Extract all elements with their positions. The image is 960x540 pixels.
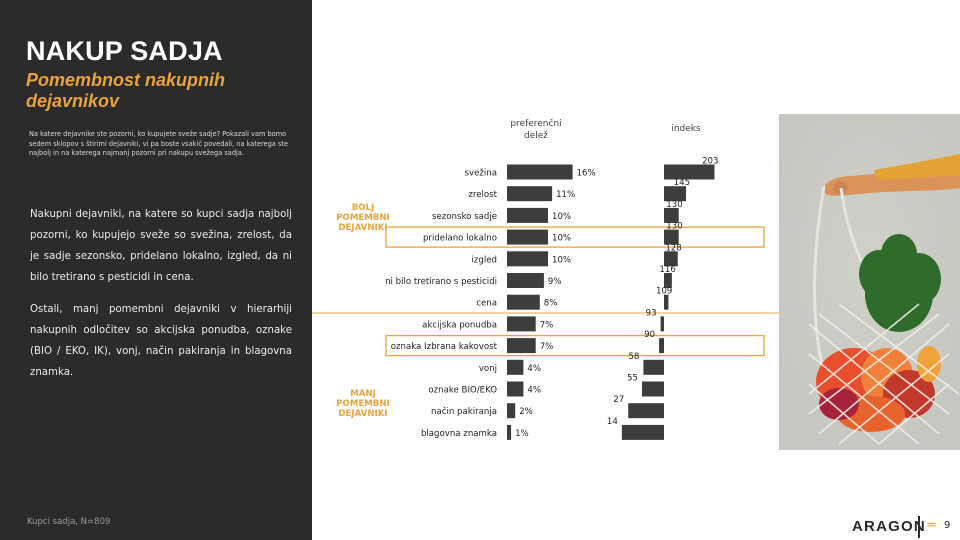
group-label-top-line1: BOLJ — [352, 203, 375, 213]
category-label-5: ni bilo tretirano s pesticidi — [385, 277, 497, 287]
highlight-box-3 — [385, 226, 765, 248]
share-bar-6 — [507, 294, 540, 310]
survey-question: Na katere dejavnike ste pozorni, ko kupu… — [29, 130, 289, 158]
share-value-5: 9% — [548, 277, 562, 287]
index-value-7: 93 — [646, 308, 657, 318]
summary-important: Nakupni dejavniki, na katere so kupci sa… — [30, 209, 292, 283]
factors-chart: preferenčnideležindeksBOLJPOMEMBNIDEJAVN… — [312, 118, 782, 440]
index-value-2: 130 — [666, 200, 682, 210]
index-bar-4 — [664, 251, 678, 267]
category-label-9: vonj — [479, 364, 497, 374]
header-index: indeks — [671, 124, 701, 134]
page-title: NAKUP SADJA — [26, 36, 223, 66]
left-panel: NAKUP SADJA Pomembnost nakupnih dejavnik… — [0, 0, 312, 540]
page-number: 9 — [944, 520, 951, 531]
category-label-8: oznaka Izbrana kakovost — [391, 342, 498, 352]
index-bar-2 — [664, 207, 679, 223]
category-label-2: sezonsko sadje — [432, 212, 497, 222]
header-share: preferenčni — [510, 118, 561, 129]
share-value-12: 1% — [515, 429, 529, 439]
share-value-4: 10% — [552, 255, 571, 265]
highlight-box-8 — [385, 334, 765, 357]
category-label-12: blagovna znamka — [421, 429, 497, 439]
share-value-1: 11% — [556, 190, 575, 200]
group-label-bottom-line1: MANJ — [350, 389, 376, 399]
summary-less-important: Ostali, manj pomembni dejavniki v hierar… — [30, 304, 292, 378]
share-value-8: 7% — [540, 342, 554, 352]
share-value-10: 4% — [527, 386, 541, 396]
category-label-7: akcijska ponudba — [422, 320, 497, 330]
category-label-0: svežina — [465, 169, 497, 179]
index-bar-1 — [664, 186, 687, 202]
header-share-line2: delež — [524, 131, 548, 141]
index-bar-5 — [664, 273, 672, 288]
index-value-1: 145 — [674, 178, 690, 188]
share-value-2: 10% — [552, 212, 571, 222]
share-bar-7 — [507, 316, 536, 332]
share-value-0: 16% — [577, 169, 596, 179]
share-bar-9 — [507, 359, 524, 375]
share-value-3: 10% — [552, 234, 571, 244]
share-bar-3 — [507, 229, 548, 245]
share-bar-5 — [507, 273, 544, 288]
share-bar-11 — [507, 403, 516, 419]
share-value-11: 2% — [519, 407, 533, 417]
index-value-10: 55 — [627, 374, 638, 384]
index-value-4: 128 — [665, 243, 681, 253]
index-value-8: 90 — [644, 330, 655, 340]
aragon-logo: ARAGON — [852, 518, 926, 535]
share-value-7: 7% — [540, 320, 554, 330]
share-bar-4 — [507, 251, 548, 267]
share-bar-1 — [507, 186, 553, 202]
index-bar-0 — [664, 164, 715, 180]
share-bar-2 — [507, 207, 548, 223]
share-value-6: 8% — [544, 299, 558, 309]
logo-separator — [918, 516, 920, 538]
index-bar-7 — [660, 316, 664, 332]
index-bar-11 — [628, 403, 664, 419]
logo-mark-icon: = — [926, 518, 937, 533]
share-value-9: 4% — [527, 364, 541, 374]
index-value-9: 58 — [628, 352, 639, 362]
category-label-6: cena — [476, 299, 497, 309]
index-value-12: 14 — [607, 417, 618, 427]
share-bar-8 — [507, 338, 536, 354]
group-label-bottom-line2: POMEMBNI — [336, 399, 390, 409]
index-value-5: 116 — [659, 265, 675, 275]
sample-footnote: Kupci sadja, N=809 — [27, 517, 111, 527]
category-label-3: pridelano lokalno — [423, 234, 497, 244]
share-bar-0 — [507, 164, 573, 180]
index-value-0: 203 — [702, 157, 718, 167]
category-label-10: oznake BIO/EKO — [428, 386, 497, 396]
index-bar-8 — [659, 338, 664, 354]
page-subtitle: Pomembnost nakupnih dejavnikov — [26, 70, 226, 111]
index-bar-6 — [664, 294, 669, 310]
index-value-3: 130 — [666, 222, 682, 232]
index-value-6: 109 — [656, 287, 672, 297]
category-label-1: zrelost — [468, 190, 497, 200]
group-label-top-line2: POMEMBNI — [336, 213, 390, 223]
group-label-top-line3: DEJAVNIKI — [338, 223, 387, 233]
index-bar-10 — [641, 381, 664, 397]
index-bar-12 — [621, 424, 664, 440]
index-bar-3 — [664, 229, 679, 245]
index-value-11: 27 — [613, 395, 624, 405]
group-label-bottom-line3: DEJAVNIKI — [338, 409, 387, 419]
category-label-11: način pakiranja — [431, 406, 497, 417]
index-bar-9 — [643, 359, 664, 375]
share-bar-10 — [507, 381, 524, 397]
share-bar-12 — [507, 424, 512, 440]
fruit-bag-photo — [779, 114, 960, 450]
category-label-4: izgled — [472, 255, 497, 265]
